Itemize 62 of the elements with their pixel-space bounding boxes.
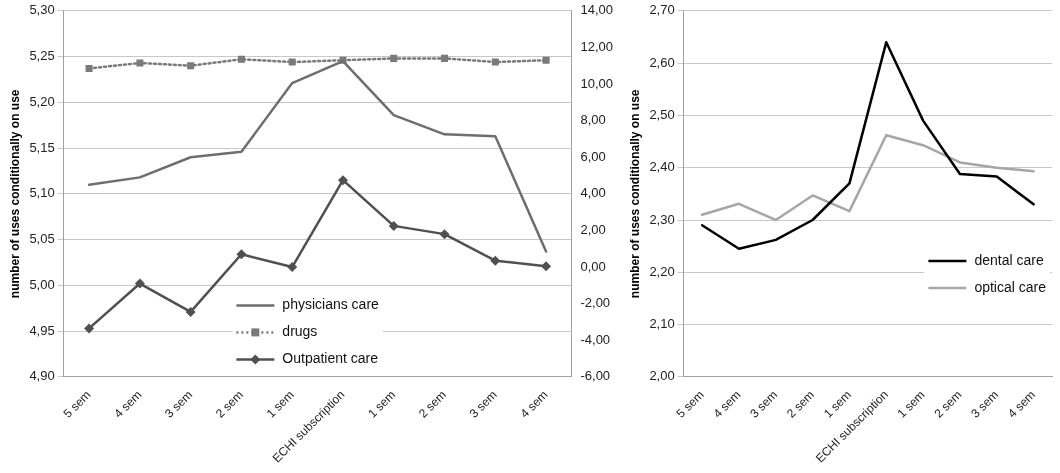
y-tick-label: 2,20 xyxy=(649,263,675,279)
point xyxy=(490,255,501,266)
y2-tick-label: 10,00 xyxy=(580,75,614,91)
y2-tick-label: 6,00 xyxy=(580,148,606,164)
y-axis-title: number of uses conditionally on use xyxy=(627,89,642,299)
y-tick-label: 2,00 xyxy=(649,368,675,384)
legend-label: Outpatient care xyxy=(282,350,379,367)
x-tick-label: 2 sem xyxy=(784,387,818,421)
y2-tick-label: 8,00 xyxy=(580,112,606,128)
x-tick-label: 3 sem xyxy=(747,387,781,421)
x-tick-label: 3 sem xyxy=(968,387,1002,421)
x-tick-label: 1 sem xyxy=(894,387,928,421)
x-tick-label: 2 sem xyxy=(415,387,449,421)
point xyxy=(287,262,298,273)
point xyxy=(439,229,450,240)
legend-label: physicians care xyxy=(282,296,380,313)
x-tick-label: 3 sem xyxy=(466,387,500,421)
x-tick-label: 4 sem xyxy=(1005,387,1039,421)
y-tick-label: 5,10 xyxy=(29,185,55,201)
y2-tick-label: -4,00 xyxy=(580,331,611,347)
y2-tick-label: -2,00 xyxy=(580,295,611,311)
x-tick-label: 2 sem xyxy=(931,387,965,421)
y-tick-label: 2,30 xyxy=(649,211,675,227)
y2-tick-label: 0,00 xyxy=(580,258,606,274)
y2-tick-label: 14,00 xyxy=(580,2,614,18)
y-tick-label: 4,90 xyxy=(29,368,55,384)
y-tick-label: 5,25 xyxy=(29,48,55,64)
point xyxy=(84,323,95,334)
x-tick-label: 1 sem xyxy=(263,387,297,421)
x-tick-label: 5 sem xyxy=(673,387,707,421)
x-tick-label: 2 sem xyxy=(212,387,246,421)
point xyxy=(236,249,247,260)
point xyxy=(134,278,145,289)
y-tick-label: 2,10 xyxy=(649,316,675,332)
y2-tick-label: -6,00 xyxy=(580,368,611,384)
y2-tick-label: 12,00 xyxy=(580,38,614,54)
y-tick-label: 2,60 xyxy=(649,54,675,70)
y-tick-label: 4,95 xyxy=(29,322,55,338)
legend-label: optical care xyxy=(974,278,1047,295)
x-tick-label: 5 sem xyxy=(60,387,94,421)
point xyxy=(388,220,399,231)
y2-tick-label: 4,00 xyxy=(580,185,606,201)
point xyxy=(185,306,196,317)
x-tick-label: 1 sem xyxy=(365,387,399,421)
y-tick-label: 5,00 xyxy=(29,276,55,292)
y-tick-label: 2,70 xyxy=(649,2,675,18)
x-tick-label: 3 sem xyxy=(162,387,196,421)
y-tick-label: 5,15 xyxy=(29,139,55,155)
y-tick-label: 5,05 xyxy=(29,231,55,247)
y-tick-label: 2,50 xyxy=(649,106,675,122)
legend-label: drugs xyxy=(282,323,318,340)
point xyxy=(337,175,348,186)
y-tick-label: 5,20 xyxy=(29,93,55,109)
y-axis-title: number of uses conditionally on use xyxy=(7,89,22,299)
x-tick-label: 4 sem xyxy=(517,387,551,421)
legend-label: dental care xyxy=(974,251,1044,268)
x-tick-label: 4 sem xyxy=(111,387,145,421)
y2-tick-label: 2,00 xyxy=(580,222,606,238)
point xyxy=(541,261,552,272)
y-tick-label: 5,30 xyxy=(29,2,55,18)
x-tick-label: 4 sem xyxy=(710,387,744,421)
y-tick-label: 2,40 xyxy=(649,159,675,175)
